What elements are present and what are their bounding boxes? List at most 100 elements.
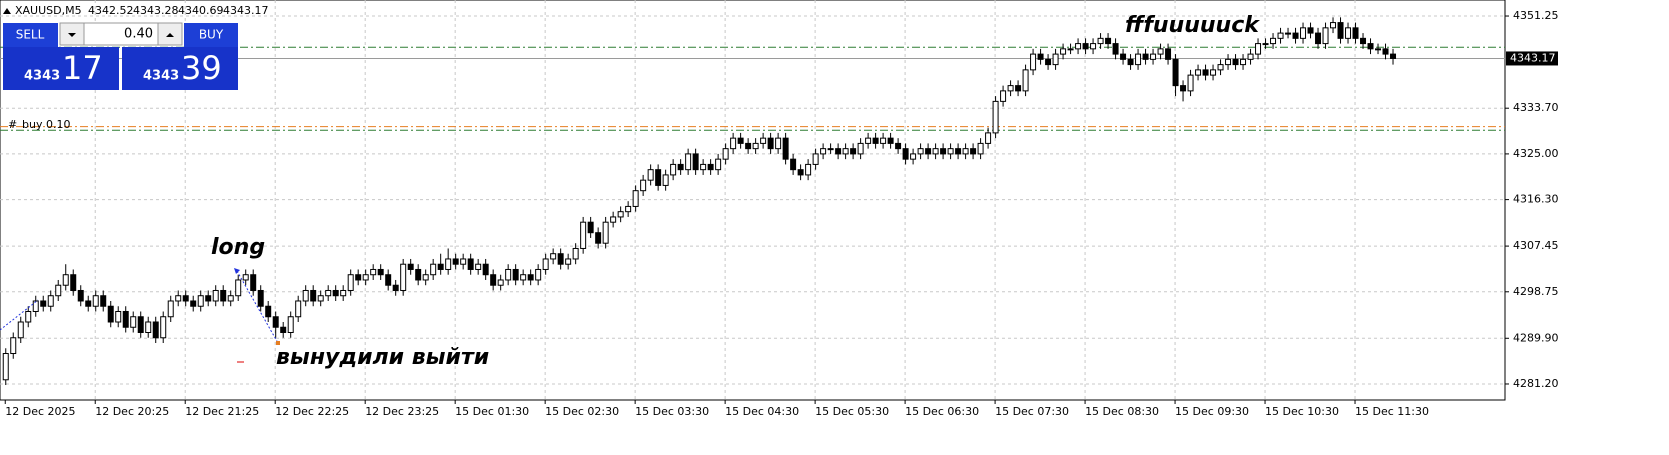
candle-body: [632, 190, 639, 207]
up-icon: [166, 33, 174, 37]
candle-body: [1090, 43, 1097, 50]
candle-body: [1052, 53, 1059, 66]
candle-body: [460, 258, 467, 265]
candle-body: [677, 163, 684, 171]
candle-body: [295, 300, 302, 318]
candle-body: [775, 137, 782, 150]
x-tick-label: 12 Dec 22:25: [275, 405, 349, 418]
candle-body: [932, 148, 939, 155]
candle-body: [1127, 58, 1134, 66]
x-tick-label: 15 Dec 10:30: [1265, 405, 1339, 418]
x-tick-label: 12 Dec 20:25: [95, 405, 169, 418]
candle-body: [467, 258, 474, 270]
candle-body: [1322, 27, 1329, 45]
candle-body: [317, 295, 324, 302]
candle-body: [617, 211, 624, 218]
candle-body: [550, 253, 557, 260]
candle-body: [115, 310, 122, 323]
candle-body: [925, 148, 932, 155]
order-label: buy 0.10: [22, 118, 70, 131]
candle-body: [257, 289, 264, 307]
candle-body: [1255, 43, 1262, 55]
candle-body: [820, 148, 827, 155]
candle-body: [287, 316, 294, 334]
candle-body: [475, 263, 482, 270]
candle-body: [130, 316, 137, 328]
candle-body: [670, 163, 677, 176]
sell-button[interactable]: [3, 23, 58, 47]
candle-body: [85, 300, 92, 307]
candle-body: [805, 163, 812, 176]
candle-body: [602, 221, 609, 244]
candle-body: [70, 274, 77, 291]
header-icon: [3, 8, 11, 14]
candle-body: [10, 337, 17, 355]
candle-body: [392, 284, 399, 291]
candle-body: [902, 148, 909, 160]
candle-body: [325, 289, 332, 297]
candle-body: [872, 137, 879, 144]
candle-body: [250, 274, 257, 291]
candle-body: [490, 274, 497, 286]
candle-body: [512, 268, 519, 281]
order-hash: #: [8, 118, 17, 131]
candle-body: [310, 289, 317, 302]
candle-body: [437, 263, 444, 270]
candle-body: [640, 179, 647, 192]
candle-body: [655, 169, 662, 186]
x-tick-label: 15 Dec 03:30: [635, 405, 709, 418]
buy-button[interactable]: [184, 23, 238, 47]
candle-body: [1135, 53, 1142, 66]
candle-body: [1345, 27, 1352, 39]
sell-label: SELL: [16, 28, 45, 42]
candle-body: [730, 137, 737, 150]
trade-line: [236, 270, 279, 344]
candle-body: [1240, 58, 1247, 66]
candle-body: [377, 268, 384, 276]
bid-box[interactable]: [3, 47, 119, 90]
candle-body: [542, 258, 549, 270]
candle-body: [707, 163, 714, 171]
candle-body: [332, 289, 339, 297]
header-price: 4340.69: [178, 4, 224, 17]
y-tick-label: 4289.90: [1513, 331, 1559, 344]
candle-body: [797, 169, 804, 176]
candle-body: [1217, 64, 1224, 71]
candle-body: [160, 316, 167, 339]
candle-body: [1277, 32, 1284, 39]
candle-body: [1390, 53, 1397, 59]
candle-body: [1157, 48, 1164, 55]
candle-body: [587, 221, 594, 234]
x-tick-label: 12 Dec 21:25: [185, 405, 259, 418]
candle-body: [985, 132, 992, 144]
exit-mark: [276, 341, 280, 345]
candle-body: [362, 274, 369, 281]
x-tick-label: 15 Dec 11:30: [1355, 405, 1429, 418]
candle-body: [1030, 53, 1037, 71]
candle-body: [940, 148, 947, 155]
candle-body: [505, 268, 512, 281]
candle-body: [302, 289, 309, 302]
candle-body: [1262, 43, 1269, 46]
candle-body: [1045, 58, 1052, 66]
candle-body: [910, 153, 917, 160]
candle-body: [760, 137, 767, 144]
candle-body: [700, 163, 707, 171]
candle-body: [137, 316, 144, 334]
ask-box[interactable]: [122, 47, 238, 90]
candle-body: [580, 221, 587, 249]
candle-body: [1060, 48, 1067, 55]
bid-small: 17: [62, 49, 103, 87]
candle-body: [92, 295, 99, 307]
down-icon: [68, 33, 76, 37]
y-tick-label: 4351.25: [1513, 9, 1559, 22]
candle-body: [242, 274, 249, 281]
candle-body: [1037, 53, 1044, 60]
candle-body: [497, 279, 504, 286]
candle-body: [565, 258, 572, 265]
candle-body: [1285, 32, 1292, 35]
candle-body: [265, 305, 272, 318]
candle-body: [1112, 43, 1119, 55]
candle-body: [55, 284, 62, 297]
candle-body: [2, 353, 9, 381]
